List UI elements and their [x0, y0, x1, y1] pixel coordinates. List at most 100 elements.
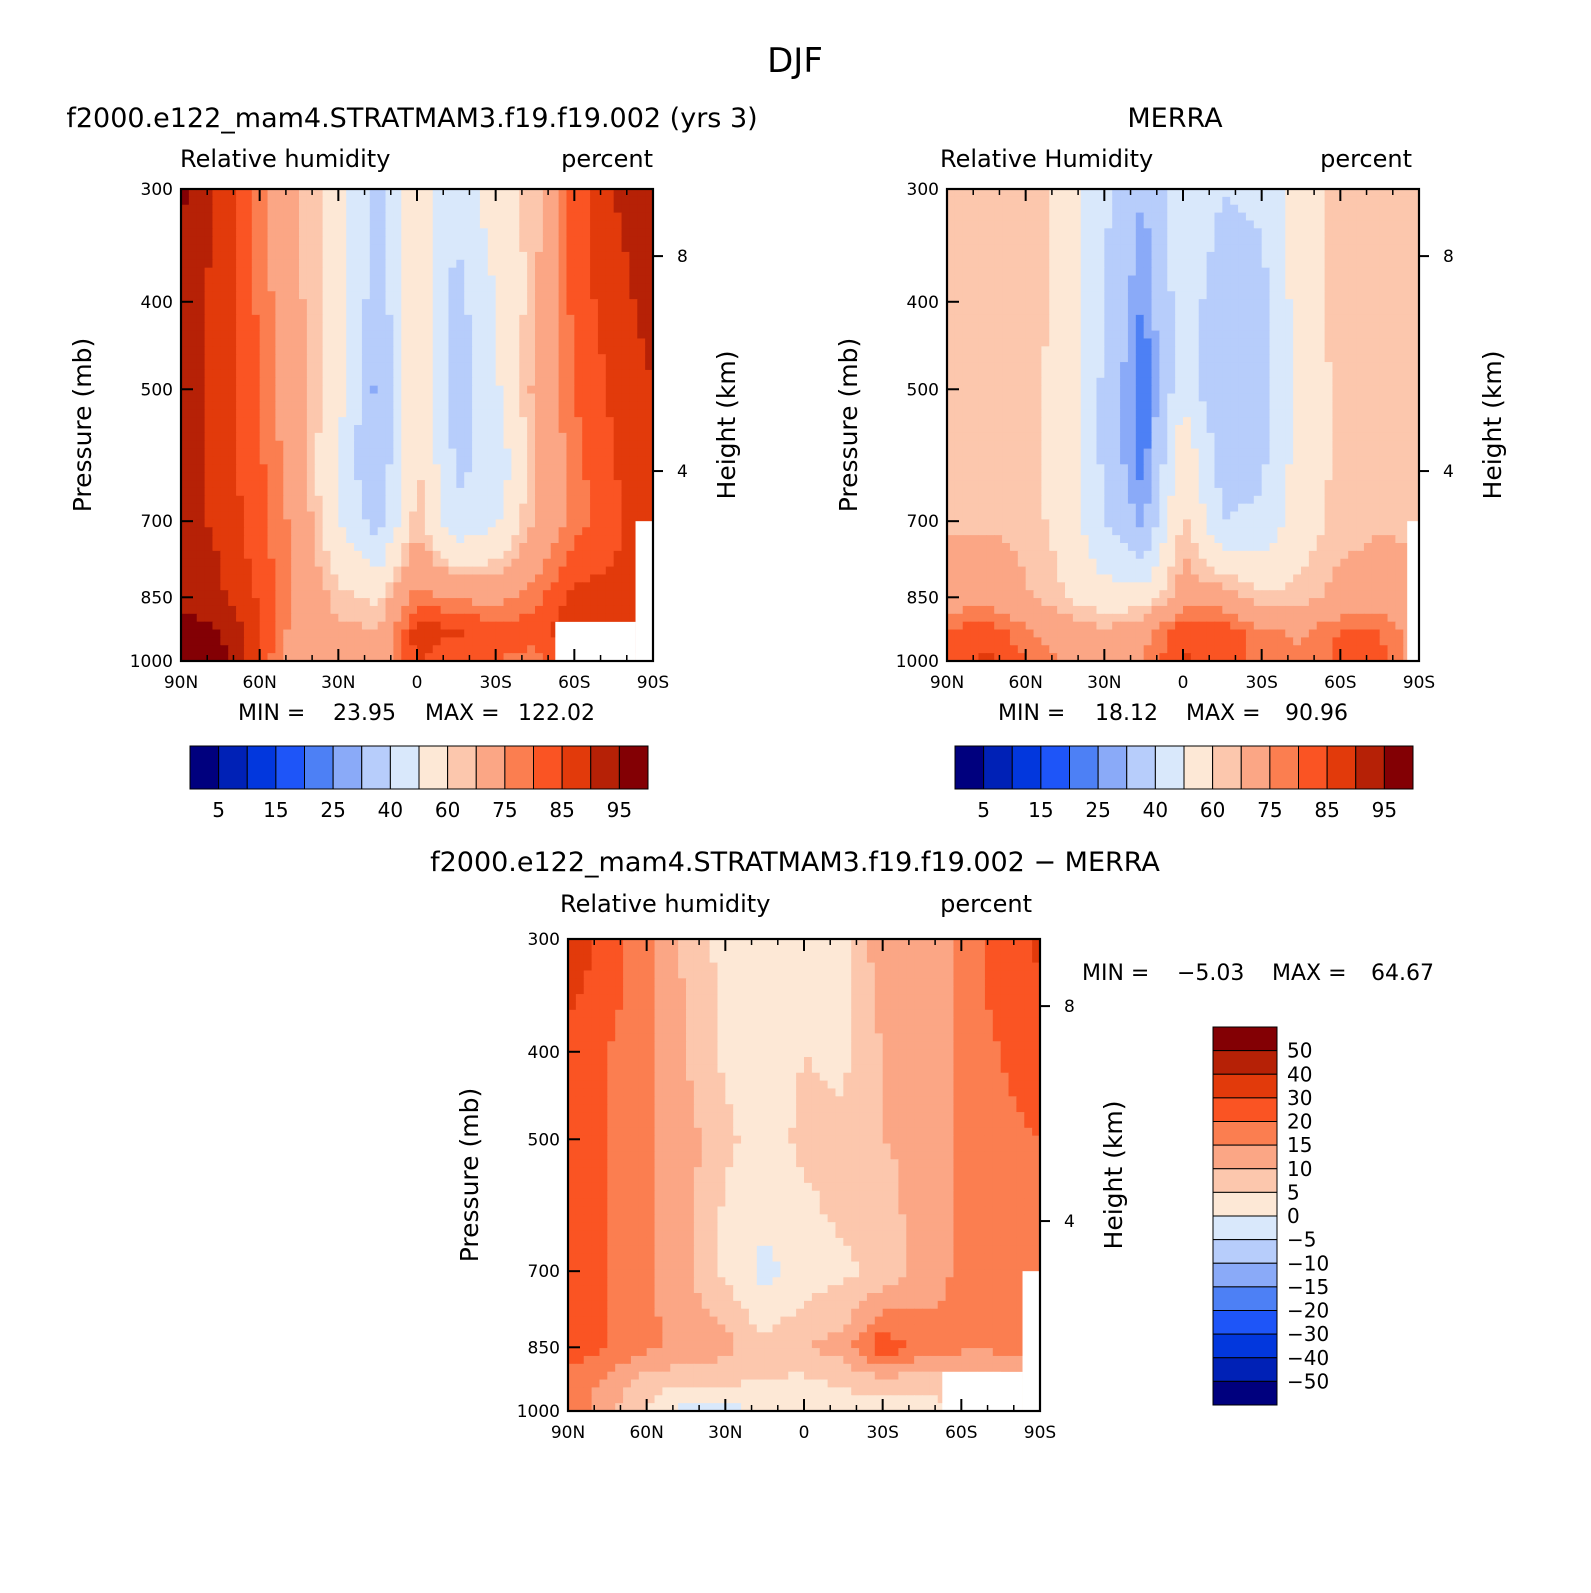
contour-cell: [1356, 228, 1364, 236]
contour-cell: [527, 260, 535, 268]
contour-cell: [472, 394, 480, 402]
contour-cell: [488, 378, 496, 386]
contour-cell: [606, 480, 614, 488]
contour-cell: [551, 331, 559, 339]
contour-cell: [456, 260, 464, 268]
contour-cell: [590, 535, 598, 543]
contour-cell: [1073, 228, 1081, 236]
contour-cell: [307, 205, 315, 213]
contour-cell: [1254, 252, 1262, 260]
contour-cell: [205, 630, 213, 638]
contour-cell: [260, 590, 268, 598]
contour-cell: [1372, 338, 1380, 346]
contour-cell: [606, 496, 614, 504]
contour-cell: [1065, 268, 1073, 276]
contour-cell: [212, 197, 220, 205]
contour-cell: [212, 551, 220, 559]
contour-cell: [1246, 276, 1254, 284]
contour-cell: [205, 464, 213, 472]
contour-cell: [986, 283, 994, 291]
contour-cell: [433, 213, 441, 221]
contour-cell: [1144, 220, 1152, 228]
contour-cell: [488, 291, 496, 299]
contour-cell: [409, 401, 417, 409]
contour-cell: [637, 354, 645, 362]
contour-cell: [1002, 354, 1010, 362]
contour-cell: [448, 378, 456, 386]
contour-cell: [346, 283, 354, 291]
contour-cell: [1325, 299, 1333, 307]
contour-cell: [1372, 189, 1380, 197]
contour-cell: [559, 606, 567, 614]
contour-cell: [504, 401, 512, 409]
contour-cell: [378, 622, 386, 630]
contour-cell: [637, 386, 645, 394]
contour-cell: [448, 606, 456, 614]
contour-cell: [441, 299, 449, 307]
contour-cell: [598, 417, 606, 425]
contour-cell: [559, 346, 567, 354]
contour-cell: [1246, 213, 1254, 221]
contour-cell: [354, 323, 362, 331]
contour-cell: [346, 346, 354, 354]
contour-cell: [1018, 338, 1026, 346]
contour-cell: [1041, 197, 1049, 205]
contour-cell: [566, 205, 574, 213]
contour-cell: [1246, 205, 1254, 213]
contour-cell: [480, 464, 488, 472]
contour-cell: [1285, 244, 1293, 252]
contour-cell: [1144, 236, 1152, 244]
contour-cell: [220, 205, 228, 213]
contour-cell: [527, 323, 535, 331]
contour-cell: [1372, 260, 1380, 268]
contour-cell: [527, 346, 535, 354]
contour-cell: [252, 401, 260, 409]
contour-cell: [1152, 197, 1160, 205]
contour-cell: [401, 362, 409, 370]
contour-cell: [527, 598, 535, 606]
contour-cell: [275, 331, 283, 339]
contour-cell: [496, 567, 504, 575]
contour-cell: [220, 535, 228, 543]
contour-cell: [401, 354, 409, 362]
contour-cell: [1332, 299, 1340, 307]
contour-cell: [409, 346, 417, 354]
contour-cell: [504, 464, 512, 472]
contour-cell: [1096, 291, 1104, 299]
contour-cell: [401, 630, 409, 638]
contour-cell: [598, 433, 606, 441]
contour-cell: [338, 590, 346, 598]
contour-cell: [1207, 244, 1215, 252]
contour-cell: [456, 630, 464, 638]
contour-cell: [622, 456, 630, 464]
contour-cell: [614, 378, 622, 386]
contour-cell: [228, 189, 236, 197]
contour-cell: [535, 433, 543, 441]
contour-cell: [574, 189, 582, 197]
contour-cell: [527, 456, 535, 464]
contour-cell: [362, 268, 370, 276]
contour-cell: [197, 370, 205, 378]
contour-cell: [386, 488, 394, 496]
contour-cell: [456, 401, 464, 409]
contour-cell: [614, 331, 622, 339]
contour-cell: [236, 630, 244, 638]
contour-cell: [1293, 205, 1301, 213]
contour-cell: [1285, 307, 1293, 315]
contour-cell: [393, 574, 401, 582]
contour-cell: [354, 496, 362, 504]
contour-cell: [268, 645, 276, 653]
contour-cell: [354, 543, 362, 551]
contour-cell: [433, 527, 441, 535]
contour-cell: [504, 362, 512, 370]
contour-cell: [401, 394, 409, 402]
contour-cell: [228, 637, 236, 645]
contour-cell: [574, 606, 582, 614]
contour-cell: [566, 378, 574, 386]
contour-cell: [504, 409, 512, 417]
colorbar-box: [390, 746, 419, 789]
contour-cell: [971, 354, 979, 362]
contour-cell: [1041, 291, 1049, 299]
contour-cell: [574, 551, 582, 559]
contour-cell: [1293, 331, 1301, 339]
